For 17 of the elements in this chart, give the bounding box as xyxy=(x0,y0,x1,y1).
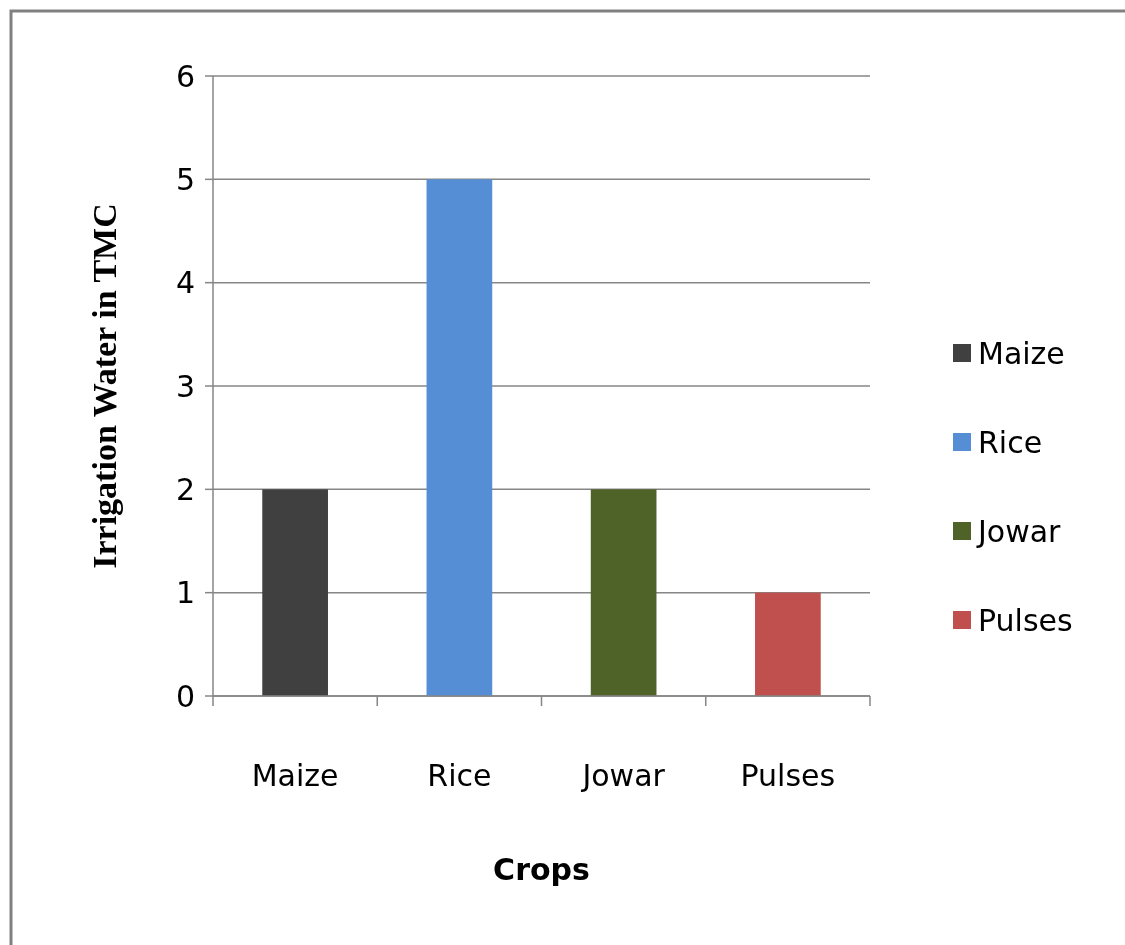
y-tick-label: 6 xyxy=(175,58,195,94)
legend-label: Pulses xyxy=(978,602,1073,638)
x-tick-label: Rice xyxy=(427,758,492,793)
y-tick-label: 4 xyxy=(175,265,195,301)
legend-label: Jowar xyxy=(976,513,1062,549)
y-tick-label: 3 xyxy=(175,368,195,404)
x-axis-title: Crops xyxy=(493,852,590,887)
y-tick-label: 1 xyxy=(175,575,195,611)
legend-label: Rice xyxy=(978,424,1043,460)
y-tick-label: 0 xyxy=(175,678,195,714)
x-tick-label: Pulses xyxy=(740,758,836,793)
y-tick-label: 5 xyxy=(175,161,195,197)
x-tick-label: Jowar xyxy=(580,758,666,793)
legend-label: Maize xyxy=(978,335,1065,371)
x-tick-label: Maize xyxy=(251,758,339,793)
y-axis-title: Irrigation Water in TMC xyxy=(86,203,123,569)
y-tick-label: 2 xyxy=(175,471,195,507)
